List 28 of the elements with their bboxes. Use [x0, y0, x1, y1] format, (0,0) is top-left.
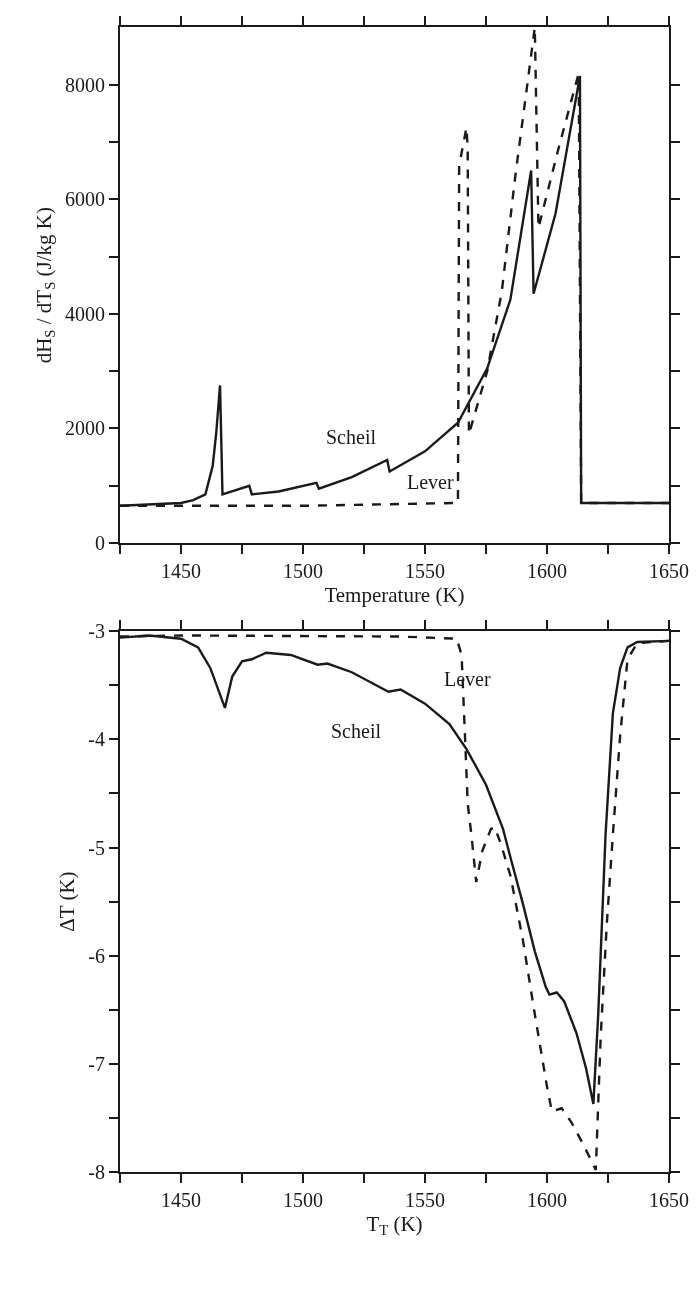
y-tick-label: -6 — [88, 944, 105, 967]
series-label: Scheil — [326, 426, 377, 448]
y-tick-label: -7 — [88, 1052, 105, 1075]
x-tick-label: 1650 — [649, 1189, 689, 1212]
y-tick-label: -5 — [88, 836, 105, 859]
x-axis-title: T$_{T}$ (K) — [366, 1211, 423, 1239]
x-tick-label: 1650 — [649, 560, 689, 583]
x-tick-label: 1500 — [283, 560, 323, 583]
series-label: Scheil — [331, 720, 382, 742]
y-tick-label: -3 — [88, 620, 105, 643]
x-tick-label: 1500 — [283, 1189, 323, 1212]
y-tick-label: 0 — [95, 532, 105, 555]
y-tick-label: 2000 — [65, 417, 105, 440]
x-axis-title: Temperature (K) — [324, 582, 465, 607]
x-tick-label: 1600 — [527, 1189, 567, 1212]
x-tick-label: 1550 — [405, 560, 445, 583]
y-axis-title: ΔT (K) — [54, 871, 79, 932]
series-label: Lever — [444, 668, 491, 690]
y-tick-label: 6000 — [65, 188, 105, 211]
x-tick-label: 1550 — [405, 1189, 445, 1212]
x-tick-label: 1450 — [161, 560, 201, 583]
y-tick-label: -4 — [88, 728, 105, 751]
x-tick-label: 1600 — [527, 560, 567, 583]
y-tick-label: 4000 — [65, 302, 105, 325]
series-label: Lever — [407, 471, 454, 493]
x-tick-label: 1450 — [161, 1189, 201, 1212]
y-tick-label: -8 — [88, 1161, 105, 1184]
y-tick-label: 8000 — [65, 73, 105, 96]
